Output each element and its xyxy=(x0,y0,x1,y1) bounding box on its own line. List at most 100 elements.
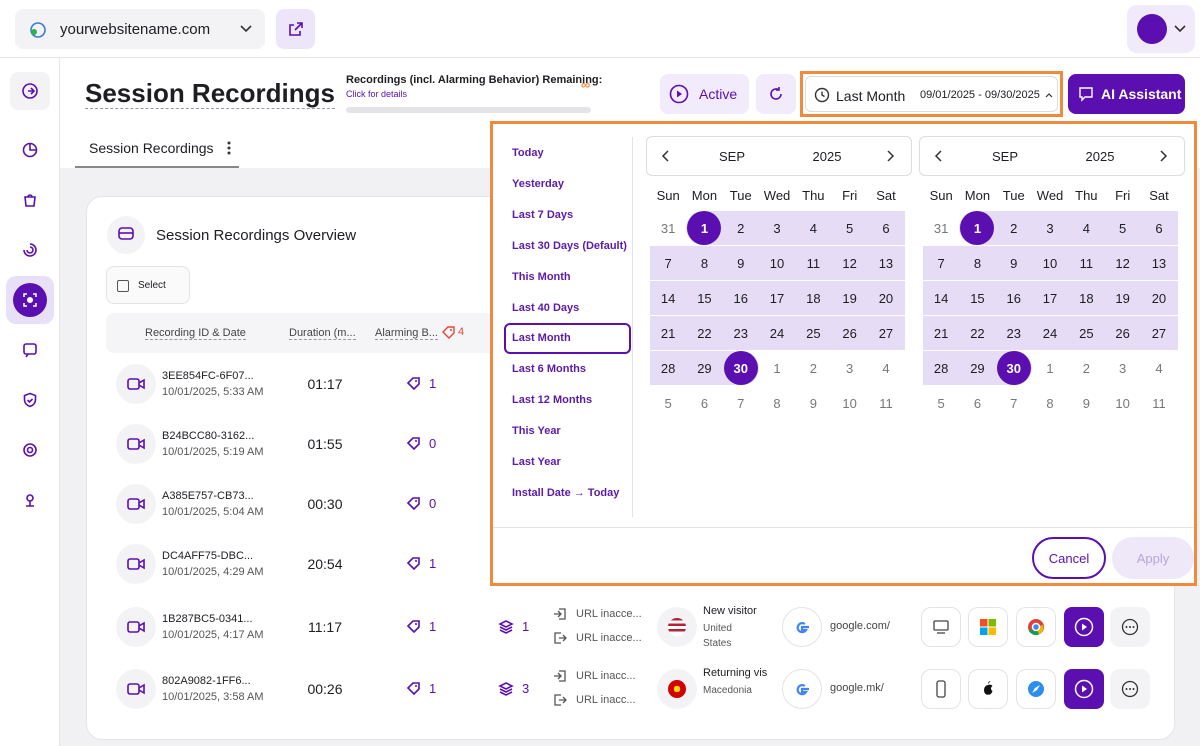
preset[interactable]: Last 7 Days xyxy=(512,210,573,221)
day[interactable]: 27 xyxy=(1141,327,1177,340)
day[interactable]: 25 xyxy=(795,327,831,340)
day[interactable]: 9 xyxy=(1068,397,1104,410)
day[interactable]: 31 xyxy=(650,222,686,235)
tab-menu[interactable] xyxy=(224,140,234,156)
day[interactable]: 7 xyxy=(996,397,1032,410)
play-button[interactable] xyxy=(1064,607,1104,647)
day[interactable]: 23 xyxy=(723,327,759,340)
day[interactable]: 5 xyxy=(650,397,686,410)
day[interactable]: 6 xyxy=(1141,222,1177,235)
day[interactable]: 1 xyxy=(759,362,795,375)
day[interactable]: 26 xyxy=(832,327,868,340)
day[interactable]: 11 xyxy=(1068,257,1104,270)
next-month[interactable] xyxy=(883,148,899,164)
select-dropdown[interactable]: Select xyxy=(106,266,190,304)
calendar-year[interactable]: 2025 xyxy=(797,150,857,163)
day[interactable]: 11 xyxy=(795,257,831,270)
calendar-month[interactable]: SEP xyxy=(702,150,762,163)
day[interactable]: 12 xyxy=(832,257,868,270)
preset[interactable]: Today xyxy=(512,148,544,159)
day[interactable]: 11 xyxy=(1141,397,1177,410)
day[interactable]: 3 xyxy=(1032,222,1068,235)
day[interactable]: 23 xyxy=(996,327,1032,340)
day[interactable]: 5 xyxy=(1105,222,1141,235)
checkbox[interactable] xyxy=(117,280,129,292)
day[interactable]: 10 xyxy=(1105,397,1141,410)
day[interactable]: 9 xyxy=(996,257,1032,270)
day[interactable]: 6 xyxy=(868,222,904,235)
status-button[interactable]: Active xyxy=(660,74,749,114)
preset[interactable]: This Year xyxy=(512,426,561,437)
day[interactable]: 8 xyxy=(959,257,995,270)
day[interactable]: 14 xyxy=(650,292,686,305)
preset[interactable]: Last 30 Days (Default) xyxy=(512,241,627,252)
day[interactable]: 29 xyxy=(686,362,722,375)
date-range-button[interactable]: Last Month 09/01/2025 - 09/30/2025 xyxy=(800,71,1063,117)
day[interactable]: 6 xyxy=(686,397,722,410)
next-month[interactable] xyxy=(1156,148,1172,164)
day[interactable]: 8 xyxy=(1032,397,1068,410)
refresh-button[interactable] xyxy=(756,74,796,114)
open-site-button[interactable] xyxy=(276,9,315,49)
day[interactable]: 19 xyxy=(1105,292,1141,305)
ai-assistant-button[interactable]: AI Assistant xyxy=(1068,74,1185,114)
day[interactable]: 16 xyxy=(996,292,1032,305)
prev-month[interactable] xyxy=(657,148,673,164)
site-selector[interactable]: yourwebsitename.com xyxy=(15,9,265,49)
day[interactable]: 2 xyxy=(795,362,831,375)
day[interactable]: 17 xyxy=(759,292,795,305)
day[interactable]: 9 xyxy=(723,257,759,270)
day[interactable]: 1 xyxy=(686,222,722,235)
day[interactable]: 4 xyxy=(868,362,904,375)
day[interactable]: 13 xyxy=(868,257,904,270)
preset[interactable]: This Month xyxy=(512,272,571,283)
day[interactable]: 30 xyxy=(723,362,759,375)
day[interactable]: 24 xyxy=(759,327,795,340)
tab[interactable]: Session Recordings xyxy=(89,141,214,155)
day[interactable]: 2 xyxy=(723,222,759,235)
preset[interactable]: Yesterday xyxy=(512,179,564,190)
day[interactable]: 21 xyxy=(650,327,686,340)
day[interactable]: 5 xyxy=(923,397,959,410)
day[interactable]: 6 xyxy=(959,397,995,410)
day[interactable]: 31 xyxy=(923,222,959,235)
preset[interactable]: Last 6 Months xyxy=(512,364,586,375)
preset[interactable]: Last 40 Days xyxy=(512,303,579,314)
day[interactable]: 29 xyxy=(959,362,995,375)
day[interactable]: 26 xyxy=(1105,327,1141,340)
day[interactable]: 22 xyxy=(959,327,995,340)
account-button[interactable] xyxy=(1127,5,1195,53)
cancel-button[interactable]: Cancel xyxy=(1032,537,1106,579)
day[interactable]: 7 xyxy=(723,397,759,410)
preset[interactable]: Last Month xyxy=(512,333,571,344)
day[interactable]: 21 xyxy=(923,327,959,340)
day[interactable]: 3 xyxy=(832,362,868,375)
calendar-year[interactable]: 2025 xyxy=(1070,150,1130,163)
prev-month[interactable] xyxy=(930,148,946,164)
day[interactable]: 14 xyxy=(923,292,959,305)
day[interactable]: 7 xyxy=(650,257,686,270)
day[interactable]: 27 xyxy=(868,327,904,340)
day[interactable]: 4 xyxy=(1068,222,1104,235)
calendar-month[interactable]: SEP xyxy=(975,150,1035,163)
day[interactable]: 7 xyxy=(923,257,959,270)
quota-link[interactable]: Click for details xyxy=(346,90,407,99)
day[interactable]: 28 xyxy=(650,362,686,375)
play-button[interactable] xyxy=(1064,669,1104,709)
day[interactable]: 2 xyxy=(1068,362,1104,375)
day[interactable]: 9 xyxy=(795,397,831,410)
day[interactable]: 25 xyxy=(1068,327,1104,340)
day[interactable]: 10 xyxy=(832,397,868,410)
apply-button[interactable]: Apply xyxy=(1112,537,1194,579)
day[interactable]: 1 xyxy=(1032,362,1068,375)
more-button[interactable] xyxy=(1110,669,1150,709)
day[interactable]: 18 xyxy=(795,292,831,305)
day[interactable]: 10 xyxy=(759,257,795,270)
day[interactable]: 15 xyxy=(959,292,995,305)
day[interactable]: 15 xyxy=(686,292,722,305)
day[interactable]: 8 xyxy=(759,397,795,410)
day[interactable]: 20 xyxy=(868,292,904,305)
day[interactable]: 24 xyxy=(1032,327,1068,340)
preset[interactable]: Install Date → Today xyxy=(512,488,619,499)
day[interactable]: 13 xyxy=(1141,257,1177,270)
